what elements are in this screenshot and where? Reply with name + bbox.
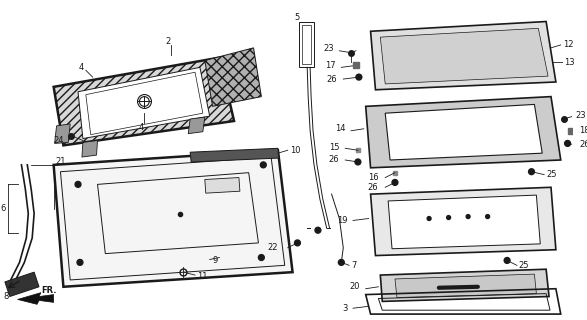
Polygon shape	[55, 124, 70, 143]
Text: 23: 23	[323, 44, 333, 53]
Polygon shape	[5, 272, 39, 297]
Polygon shape	[370, 187, 556, 256]
Text: 16: 16	[368, 173, 379, 182]
Circle shape	[258, 255, 264, 260]
Text: 14: 14	[335, 124, 345, 133]
Circle shape	[528, 169, 534, 175]
Polygon shape	[370, 21, 556, 90]
Polygon shape	[188, 117, 205, 134]
Polygon shape	[205, 48, 261, 106]
Text: 17: 17	[325, 61, 336, 70]
Text: 4: 4	[78, 63, 83, 72]
Polygon shape	[388, 195, 540, 249]
Text: 13: 13	[564, 58, 574, 67]
Text: FR.: FR.	[41, 286, 56, 295]
Circle shape	[447, 216, 451, 220]
Circle shape	[356, 74, 362, 80]
Circle shape	[75, 181, 81, 187]
Circle shape	[261, 162, 266, 168]
Polygon shape	[78, 67, 210, 139]
Text: 4: 4	[139, 123, 144, 132]
Circle shape	[565, 140, 571, 146]
Polygon shape	[205, 178, 240, 193]
Text: 25: 25	[546, 170, 556, 179]
Circle shape	[392, 180, 398, 185]
Text: 25: 25	[519, 261, 529, 270]
Circle shape	[338, 260, 344, 265]
Text: 24: 24	[53, 136, 64, 145]
Text: 22: 22	[268, 243, 278, 252]
Polygon shape	[395, 274, 537, 298]
Text: 9: 9	[212, 256, 218, 265]
Text: 20: 20	[349, 282, 360, 291]
Polygon shape	[18, 292, 53, 304]
Polygon shape	[366, 97, 561, 168]
Circle shape	[295, 240, 301, 246]
Text: 23: 23	[575, 111, 586, 120]
Text: 19: 19	[337, 216, 347, 225]
Text: 3: 3	[342, 304, 347, 313]
Polygon shape	[82, 140, 97, 157]
Text: 6: 6	[0, 204, 6, 213]
Text: 15: 15	[329, 143, 339, 152]
Text: 7: 7	[351, 261, 356, 270]
Circle shape	[485, 215, 490, 219]
Text: 26: 26	[368, 183, 379, 192]
Text: 21: 21	[56, 157, 66, 166]
Polygon shape	[53, 150, 292, 287]
Circle shape	[315, 227, 321, 233]
Text: 11: 11	[197, 272, 207, 281]
Circle shape	[427, 217, 431, 220]
Polygon shape	[380, 269, 549, 301]
Text: 2: 2	[165, 36, 170, 45]
Polygon shape	[299, 21, 314, 67]
Polygon shape	[385, 104, 542, 160]
Circle shape	[77, 260, 83, 265]
Text: 18: 18	[579, 126, 587, 135]
Text: 8: 8	[3, 292, 8, 301]
Circle shape	[504, 258, 510, 263]
Text: 12: 12	[563, 40, 573, 49]
Text: 10: 10	[289, 146, 300, 155]
Text: 26: 26	[329, 155, 339, 164]
Text: 5: 5	[295, 13, 300, 22]
Polygon shape	[190, 148, 279, 162]
Circle shape	[466, 215, 470, 219]
Text: 26: 26	[327, 75, 338, 84]
Polygon shape	[380, 28, 548, 84]
Circle shape	[355, 159, 361, 165]
Text: 26: 26	[579, 140, 587, 149]
Polygon shape	[53, 58, 234, 145]
